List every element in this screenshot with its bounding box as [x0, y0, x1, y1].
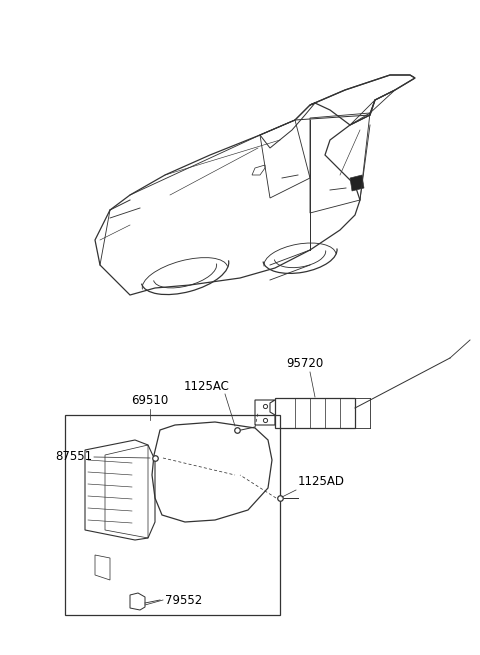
Text: 1125AC: 1125AC: [184, 380, 230, 393]
Text: 69510: 69510: [132, 394, 168, 407]
Text: 79552: 79552: [165, 593, 202, 607]
Text: 95720: 95720: [287, 357, 324, 370]
Polygon shape: [350, 175, 364, 191]
Text: 87551: 87551: [55, 449, 92, 462]
Text: 1125AD: 1125AD: [298, 475, 345, 488]
